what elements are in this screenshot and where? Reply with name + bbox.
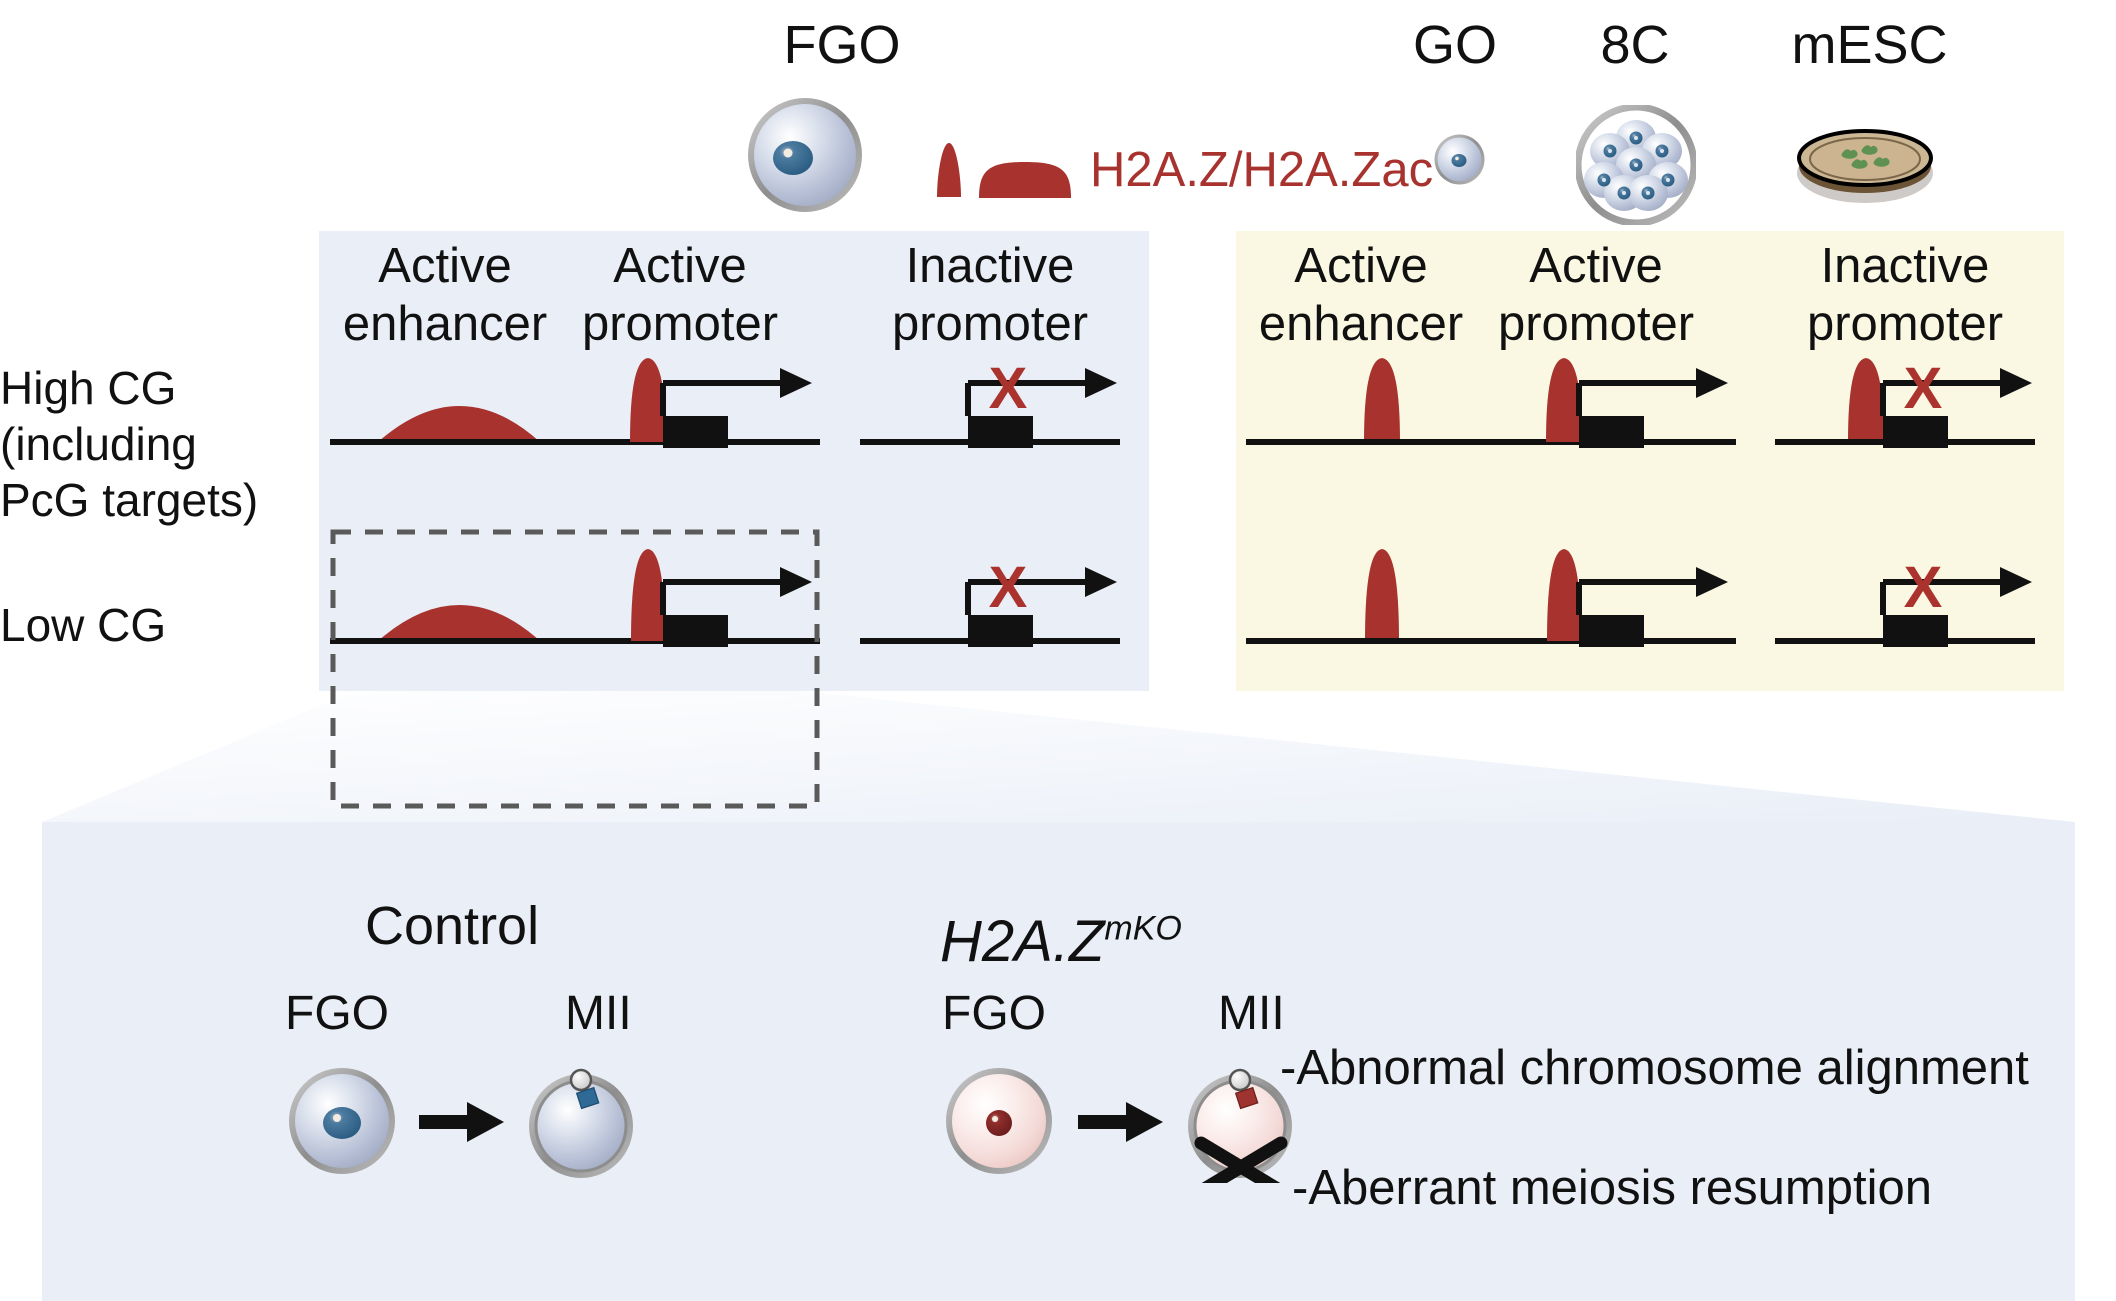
svg-text:X: X: [1904, 555, 1943, 620]
svg-text:X: X: [989, 356, 1028, 421]
svg-text:X: X: [1904, 356, 1943, 421]
svg-text:X: X: [989, 555, 1028, 620]
